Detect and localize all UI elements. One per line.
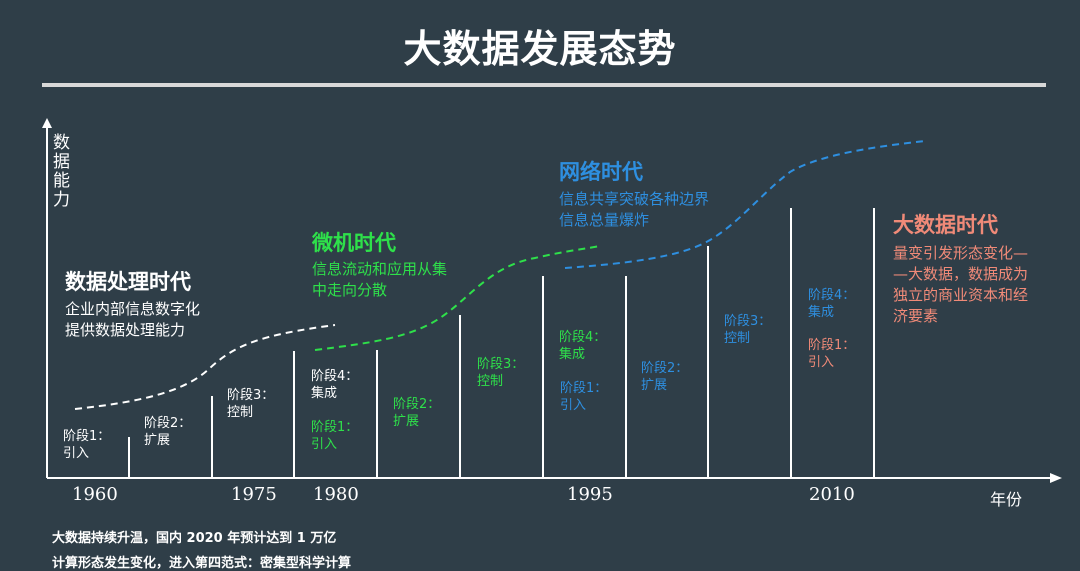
title-divider — [42, 83, 1046, 87]
era-desc-line: 信息总量爆炸 — [559, 211, 650, 229]
era-desc-line: 信息流动和应用从集 — [312, 260, 448, 278]
footnote: 计算形态发生变化，进入第四范式：密集型科学计算 — [52, 556, 352, 571]
era-title-data-processing: 数据处理时代 — [65, 270, 191, 294]
stage-label-2: 阶段2： 扩展 — [393, 397, 441, 429]
era-desc-microcomputer: 信息流动和应用从集 中走向分散 — [312, 259, 447, 301]
stage-label-2: 阶段2： 扩展 — [144, 416, 192, 448]
era-desc-line: 独立的商业资本和经 — [893, 286, 1029, 304]
year-label: 1995 — [567, 484, 613, 505]
axes — [42, 118, 1062, 483]
era-desc-line: 信息共享突破各种边界 — [559, 190, 710, 208]
stage-label-3: 阶段3： 控制 — [227, 388, 275, 420]
year-label: 1980 — [313, 484, 359, 505]
curve-microcomputer — [314, 245, 601, 351]
stage-label-1: 阶段1： 引入 — [63, 429, 111, 461]
stage-label-1: 阶段1： 引入 — [808, 338, 856, 370]
stage-label-3: 阶段3： 控制 — [724, 314, 772, 346]
stage-label-4: 阶段4： 集成 — [808, 288, 856, 320]
era-desc-data-processing: 企业内部信息数字化 提供数据处理能力 — [65, 299, 200, 341]
page-title: 大数据发展态势 — [403, 27, 677, 71]
era-desc-line: 量变引发形态变化— — [893, 244, 1029, 262]
curve-network — [564, 140, 926, 269]
stage-label-3: 阶段3： 控制 — [477, 357, 525, 389]
stage-label-4: 阶段4： 集成 — [311, 369, 359, 401]
x-axis-label: 年份 — [990, 490, 1023, 509]
year-label: 2010 — [809, 484, 855, 505]
era-title-microcomputer: 微机时代 — [312, 231, 396, 255]
year-label: 1960 — [72, 484, 118, 505]
stage-label-2: 阶段2： 扩展 — [641, 361, 689, 393]
footnote: 大数据持续升温，国内 2020 年预计达到 1 万亿 — [52, 531, 337, 546]
era-desc-network: 信息共享突破各种边界 信息总量爆炸 — [559, 189, 709, 231]
era-desc-line: 提供数据处理能力 — [65, 321, 186, 339]
era-desc-line: 中走向分散 — [312, 281, 388, 299]
curve-data-processing — [74, 324, 336, 410]
era-desc-big-data: 量变引发形态变化— —大数据，数据成为 独立的商业资本和经 济要素 — [893, 243, 1028, 327]
stage-dividers — [128, 208, 875, 478]
stage-label-4: 阶段4： 集成 — [559, 330, 607, 362]
era-desc-line: 济要素 — [893, 307, 939, 325]
stage-label-1: 阶段1： 引入 — [311, 420, 359, 452]
year-label: 1975 — [231, 484, 277, 505]
x-axis-arrow — [1050, 473, 1062, 483]
era-title-network: 网络时代 — [559, 160, 643, 184]
era-desc-line: 企业内部信息数字化 — [65, 300, 201, 318]
stage-label-1: 阶段1： 引入 — [560, 381, 608, 413]
y-axis-label: 数据能力 — [53, 133, 70, 210]
era-desc-line: —大数据，数据成为 — [893, 265, 1029, 283]
era-title-big-data: 大数据时代 — [893, 213, 998, 237]
y-axis-arrow — [42, 118, 52, 128]
